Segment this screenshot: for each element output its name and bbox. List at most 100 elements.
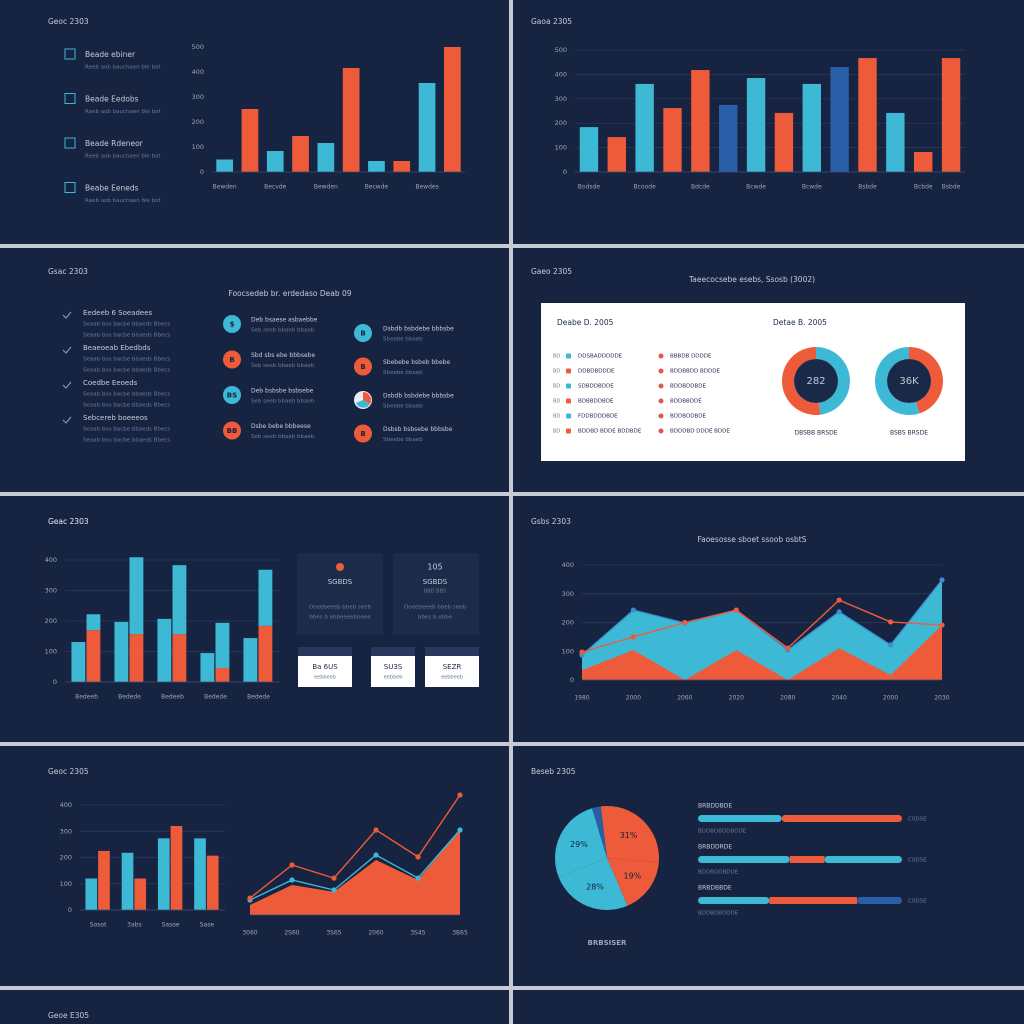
table-cell: BDDBBDD BDDDE bbox=[670, 369, 720, 375]
bar bbox=[607, 137, 626, 172]
row-text: Deb bsbsbe bsbsebe bbox=[251, 388, 314, 395]
donut-center bbox=[794, 359, 838, 403]
pie-label: 31% bbox=[620, 831, 638, 840]
table-tag: BD bbox=[553, 414, 560, 420]
panel bbox=[0, 746, 509, 986]
bar bbox=[830, 67, 849, 172]
bar bbox=[170, 826, 183, 910]
bar-sub: BDDBDDBDDE bbox=[698, 870, 739, 876]
point bbox=[289, 877, 295, 883]
row-sub: Seb seeb bbaeb bbaeb bbox=[251, 328, 315, 334]
row-text: Dsbe bebe bbbeese bbox=[251, 423, 311, 430]
point bbox=[331, 887, 337, 893]
point bbox=[579, 649, 585, 655]
x-tick-label: Sosot bbox=[90, 922, 107, 929]
pie-slice bbox=[555, 808, 607, 878]
pie-slice bbox=[592, 806, 607, 858]
bar bbox=[71, 642, 86, 682]
panel bbox=[0, 248, 509, 492]
card-title: SGBDS bbox=[328, 578, 353, 586]
bar bbox=[258, 625, 273, 682]
list-label: Sebcereb boeeeos bbox=[83, 414, 148, 422]
bar-end-label: C0DSE bbox=[908, 858, 927, 864]
table-cell: BDDBD BDDE BDDBDE bbox=[578, 429, 642, 435]
table-tag: BD bbox=[553, 384, 560, 390]
panel-title: Geoc 2305 bbox=[48, 767, 89, 776]
x-tick-label: Bodsde bbox=[578, 184, 601, 191]
row-sub: Sbeebe bbaeb bbox=[383, 404, 423, 410]
row-icon bbox=[354, 324, 372, 342]
x-tick-label: 2000 bbox=[626, 695, 641, 702]
table-dot bbox=[658, 413, 664, 419]
list-desc: Reeb aob bauchaen ble bot bbox=[85, 154, 161, 160]
card-title: Deabe D. 2005 bbox=[557, 318, 614, 327]
donut-slice bbox=[816, 347, 850, 415]
x-tick-label: 2060 bbox=[677, 695, 692, 702]
line bbox=[249, 829, 461, 901]
point bbox=[457, 827, 463, 833]
table-dot bbox=[566, 383, 571, 389]
row-text: Sbd sbs ebe bbbsebe bbox=[251, 352, 315, 359]
point bbox=[457, 792, 463, 798]
donut-slice bbox=[875, 347, 920, 415]
list-desc: Seaab bso bacbe bbaeds Bbecs bbox=[83, 427, 170, 433]
point bbox=[415, 854, 421, 860]
chip-sub: eebbeb bbox=[384, 675, 403, 681]
bar bbox=[802, 83, 821, 172]
x-tick-label: Bedeeb bbox=[161, 694, 184, 701]
bar bbox=[243, 638, 258, 682]
card-badge: 105 bbox=[427, 563, 442, 572]
list-label: Beade Rdeneor bbox=[85, 139, 144, 148]
y-tick-label: 500 bbox=[192, 43, 204, 51]
y-tick-label: 300 bbox=[192, 93, 204, 101]
x-tick-label: Bedeeb bbox=[75, 694, 98, 701]
list-label: Coedbe Eeoeds bbox=[83, 379, 138, 387]
list-label: Beade ebiner bbox=[85, 50, 136, 59]
table-dot bbox=[658, 383, 664, 389]
panel bbox=[0, 990, 509, 1024]
row-text: Deb bsaese asbaebbe bbox=[251, 317, 318, 324]
bar-label: BRBDDRDE bbox=[698, 844, 732, 851]
y-tick-label: 100 bbox=[562, 647, 574, 655]
row-icon-label: B bbox=[360, 430, 365, 438]
point bbox=[887, 642, 894, 648]
bar bbox=[194, 838, 206, 910]
pie-label: 29% bbox=[570, 840, 588, 849]
x-tick-label: 3060 bbox=[242, 930, 257, 937]
bar bbox=[368, 161, 385, 172]
table-dot bbox=[658, 353, 664, 359]
chip-top bbox=[298, 647, 352, 656]
y-tick-label: 200 bbox=[45, 617, 57, 625]
bar bbox=[663, 108, 682, 172]
list-desc: Seaab bso bacbe bbaeds Bbecs bbox=[83, 333, 170, 339]
pie-slice bbox=[558, 858, 628, 910]
pie-label: 28% bbox=[586, 882, 604, 891]
bar-label: BRBDBBDE bbox=[698, 885, 732, 892]
info-card bbox=[393, 553, 479, 635]
panel-title: Gaeo 2305 bbox=[531, 267, 572, 276]
list-icon bbox=[64, 93, 76, 104]
bar bbox=[129, 557, 144, 635]
bar-segment bbox=[857, 897, 902, 904]
card-text: Ooeebeeeb bbeb seeb bbox=[309, 605, 372, 611]
table-dot bbox=[566, 413, 571, 419]
table-cell: BDDDBD DDDE BDDE bbox=[670, 429, 730, 435]
row-sub: Sbeebe bbaeb bbox=[383, 370, 423, 376]
panel-title: Geoe E305 bbox=[48, 1011, 89, 1020]
panel-subtitle: Faoesosse sboet ssoob osbtS bbox=[697, 535, 806, 544]
panel-title: Geac 2303 bbox=[48, 517, 89, 526]
donut-label: BSBS BRSDE bbox=[890, 430, 928, 437]
y-tick-label: 200 bbox=[60, 854, 72, 862]
bar bbox=[200, 653, 215, 682]
list-label: Beade Eedobs bbox=[85, 95, 139, 104]
check-icon bbox=[62, 346, 72, 354]
table-tag: BD bbox=[553, 354, 560, 360]
x-tick-label: 3S45 bbox=[410, 930, 425, 937]
card-text: bbes b ebbeeeebbeee bbox=[309, 615, 371, 621]
bar bbox=[134, 878, 147, 910]
point bbox=[247, 895, 253, 901]
y-tick-label: 400 bbox=[555, 70, 567, 78]
x-tick-label: Bcwde bbox=[746, 184, 766, 191]
check-icon bbox=[62, 381, 72, 389]
